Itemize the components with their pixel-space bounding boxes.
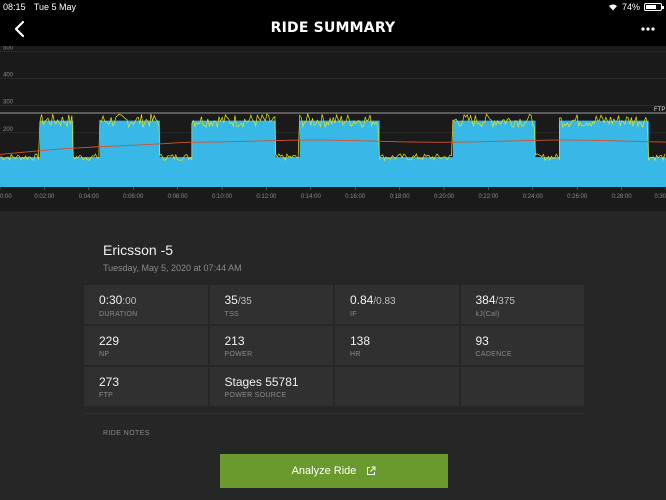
power-line (0, 112, 666, 162)
stat-np: 229 NP (84, 326, 208, 365)
stat-duration: 0:30:00 DURATION (84, 285, 208, 324)
stat-value: 384 (475, 293, 496, 307)
power-chart-svg: 500 400 300 200 FTP 0:00 0:02:00 0:04:00 0:06:00… (0, 46, 666, 211)
x-tick-label: 0:22:00 (478, 194, 499, 200)
stat-label: FTP (99, 392, 114, 399)
stat-empty (335, 367, 459, 406)
stat-denominator: /0.83 (373, 296, 396, 307)
status-time: 08:15 (3, 2, 26, 12)
ftp-label: FTP (654, 107, 665, 113)
x-tick-label: 0:02:00 (34, 194, 55, 200)
stat-power: 213 POWER (209, 326, 333, 365)
stat-value: Stages 55781 (224, 375, 299, 389)
ride-date: Tuesday, May 5, 2020 at 07:44 AM (103, 263, 242, 273)
analyze-ride-label: Analyze Ride (291, 465, 357, 477)
ride-notes-label[interactable]: RIDE NOTES (103, 430, 150, 437)
stat-value: 0:30 (99, 293, 123, 307)
battery-icon (644, 3, 664, 11)
stat-power-source: Stages 55781 POWER SOURCE (209, 367, 333, 406)
stat-value: 273 (99, 375, 120, 389)
stat-label: IF (350, 311, 357, 318)
stat-label: POWER (224, 351, 253, 358)
y-tick-label: 200 (3, 127, 14, 133)
x-tick-label: 0:30 (654, 194, 666, 200)
stat-label: DURATION (99, 311, 138, 318)
stat-hr: 138 HR (335, 326, 459, 365)
x-tick-label: 0:28:00 (612, 194, 633, 200)
stat-denominator: /35 (237, 296, 252, 307)
x-tick-label: 0:18:00 (390, 194, 411, 200)
x-tick-label: 0:20:00 (434, 194, 455, 200)
x-tick-label: 0:06:00 (123, 194, 144, 200)
status-date: Tue 5 May (33, 2, 77, 12)
page-title: RIDE SUMMARY (270, 20, 396, 36)
stat-ftp: 273 FTP (84, 367, 208, 406)
stat-value: 213 (224, 334, 245, 348)
battery-percent: 74% (621, 2, 640, 12)
stat-label: HR (350, 351, 361, 358)
y-tick-label: 400 (3, 73, 14, 79)
y-tick-label: 500 (3, 46, 14, 51)
hr-line (0, 139, 666, 155)
stat-denominator: /375 (495, 296, 515, 307)
ride-name: Ericsson -5 (103, 242, 174, 258)
divider (84, 413, 584, 414)
x-tick-label: 0:12:00 (256, 194, 277, 200)
stat-if: 0.84/0.83 IF (335, 285, 459, 324)
status-bar: 08:15 Tue 5 May 74% (0, 0, 666, 14)
x-tick-label: 0:04:00 (79, 194, 100, 200)
stat-value: 229 (99, 334, 120, 348)
more-options-icon[interactable] (640, 24, 656, 34)
stat-denominator: :00 (122, 296, 137, 307)
stat-value: 138 (350, 334, 371, 348)
power-chart[interactable]: 500 400 300 200 FTP 0:00 0:02:00 0:04:00 0:06:00… (0, 46, 666, 211)
stat-label: CADENCE (475, 351, 512, 358)
nav-bar: RIDE SUMMARY (0, 14, 666, 46)
stat-empty (460, 367, 584, 406)
stats-grid: 0:30:00 DURATION 35/35 TSS 0.84/0.83 IF … (84, 285, 584, 406)
external-link-icon (367, 466, 376, 475)
analyze-ride-button[interactable]: Analyze Ride (220, 454, 448, 488)
x-tick-label: 0:26:00 (567, 194, 588, 200)
stat-tss: 35/35 TSS (209, 285, 333, 324)
back-arrow-icon[interactable] (10, 19, 30, 39)
stat-cadence: 93 CADENCE (460, 326, 584, 365)
stat-label: kJ(Cal) (475, 311, 500, 318)
x-tick-label: 0:24:00 (523, 194, 544, 200)
x-tick-label: 0:08:00 (168, 194, 189, 200)
x-tick-label: 0:10:00 (212, 194, 233, 200)
x-tick-label: 0:00 (0, 194, 12, 200)
stat-value: 35 (224, 293, 238, 307)
stat-value: 93 (475, 334, 489, 348)
stat-label: TSS (224, 311, 240, 318)
stat-kj: 384/375 kJ(Cal) (460, 285, 584, 324)
power-area (0, 120, 666, 187)
y-tick-label: 300 (3, 100, 14, 106)
x-axis (0, 187, 666, 211)
stat-value: 0.84 (350, 293, 374, 307)
wifi-icon (608, 4, 617, 11)
stat-label: POWER SOURCE (224, 392, 287, 399)
x-tick-label: 0:16:00 (345, 194, 366, 200)
x-tick-label: 0:14:00 (301, 194, 322, 200)
stat-label: NP (99, 351, 110, 358)
